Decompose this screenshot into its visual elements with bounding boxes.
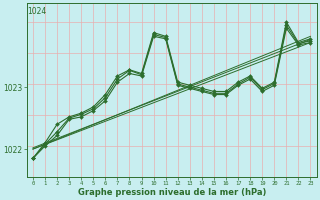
X-axis label: Graphe pression niveau de la mer (hPa): Graphe pression niveau de la mer (hPa) xyxy=(77,188,266,197)
Text: 1024: 1024 xyxy=(27,7,46,16)
